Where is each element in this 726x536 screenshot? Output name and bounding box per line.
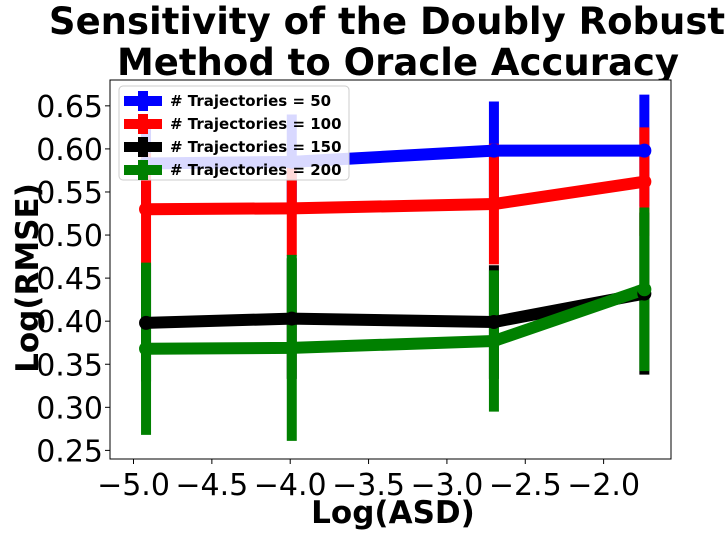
legend-entry: # Trajectories = 100 — [124, 114, 342, 134]
data-point — [486, 143, 501, 158]
x-tick-label: −3.5 — [332, 468, 405, 503]
legend-label: # Trajectories = 50 — [170, 92, 331, 110]
y-tick-label: 0.55 — [36, 176, 103, 211]
y-axis-ticks: 0.25 0.30 0.35 0.40 0.45 0.50 0.55 0.60 0.65 — [36, 90, 110, 469]
data-point — [486, 197, 501, 212]
data-point — [139, 341, 154, 356]
chart-title-line-2: Method to Oracle Accuracy — [117, 41, 679, 84]
y-tick-label: 0.30 — [36, 391, 103, 426]
y-tick-label: 0.50 — [36, 219, 103, 254]
x-axis-label: Log(ASD) — [311, 495, 475, 531]
data-point — [284, 201, 299, 216]
y-tick-label: 0.60 — [36, 133, 103, 168]
legend: # Trajectories = 50 # Trajectories = 100 #… — [118, 85, 350, 181]
data-point — [139, 315, 154, 330]
series-line — [146, 283, 647, 355]
legend-label: # Trajectories = 200 — [170, 161, 342, 179]
data-point — [486, 333, 501, 348]
legend-entry: # Trajectories = 150 — [124, 137, 342, 157]
data-point — [139, 202, 154, 217]
x-tick-label: −4.5 — [175, 468, 248, 503]
y-tick-label: 0.35 — [36, 348, 103, 383]
data-point — [284, 311, 299, 326]
legend-label: # Trajectories = 150 — [170, 138, 342, 156]
y-tick-label: 0.45 — [36, 262, 103, 297]
data-point — [284, 340, 299, 355]
chart-title: Sensitivity of the Doubly Robust Method … — [49, 0, 725, 84]
x-axis-ticks: −5.0 −4.5 −4.0 −3.5 −3.0 −2.5 −2.0 — [97, 459, 640, 503]
y-tick-label: 0.65 — [36, 90, 103, 125]
x-tick-label: −2.0 — [567, 468, 640, 503]
x-tick-label: −5.0 — [97, 468, 170, 503]
x-tick-label: −2.5 — [489, 468, 562, 503]
data-point — [486, 315, 501, 330]
x-tick-label: −4.0 — [254, 468, 327, 503]
y-axis-label: Log(RMSE) — [10, 183, 46, 373]
series-line — [145, 287, 646, 329]
data-point — [637, 174, 652, 189]
legend-box — [118, 85, 350, 181]
legend-label: # Trajectories = 100 — [170, 115, 342, 133]
y-tick-label: 0.40 — [36, 305, 103, 340]
legend-entry: # Trajectories = 50 — [124, 91, 331, 111]
data-point — [637, 282, 652, 297]
y-tick-label: 0.25 — [36, 434, 103, 469]
x-tick-label: −3.0 — [410, 468, 483, 503]
legend-entry: # Trajectories = 200 — [124, 160, 342, 180]
series-line — [146, 175, 646, 216]
chart-title-line-1: Sensitivity of the Doubly Robust — [49, 0, 725, 43]
data-point — [637, 143, 652, 158]
